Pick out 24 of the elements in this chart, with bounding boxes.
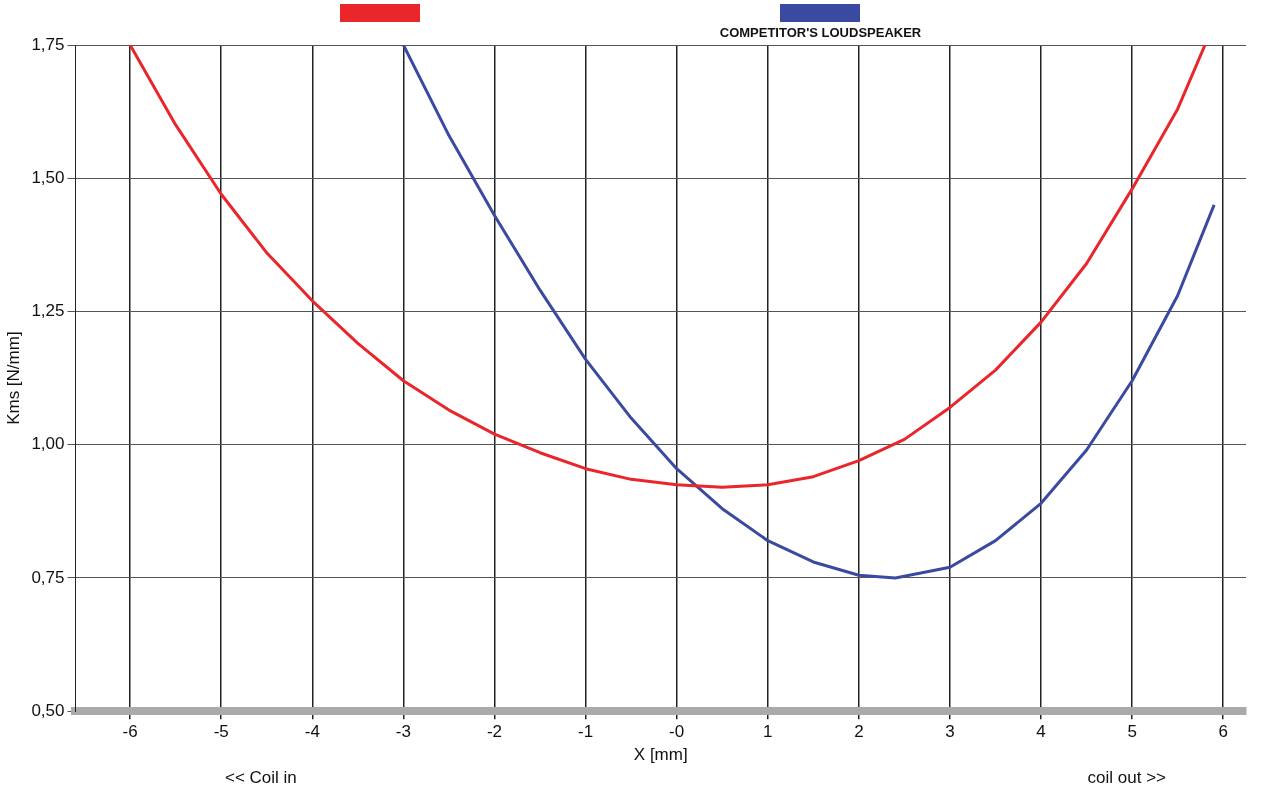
x-tick-label: 6 (1218, 722, 1228, 742)
text: COMPETITOR'S LOUDSPEAKER (719, 25, 922, 40)
text: << Coil in (225, 768, 297, 788)
x-tick-label: 1 (763, 722, 773, 742)
y-axis-title: Kms [N/mm] (3, 331, 23, 425)
y-tick-label: 0,50 (31, 700, 65, 720)
x-tick-label: 3 (945, 722, 955, 742)
x-tick-label: -2 (486, 722, 503, 742)
x-tick-label: -0 (669, 722, 685, 742)
y-tick-label: 1,25 (31, 301, 65, 321)
x-axis-title: X [mm] (633, 745, 688, 765)
y-tick-label: 0,75 (31, 567, 65, 587)
x-tick-label: -3 (395, 722, 411, 742)
text: coil out >> (1087, 768, 1166, 788)
x-tick-label: -4 (304, 722, 320, 742)
x-tick-label: -5 (213, 722, 229, 742)
y-tick-label: 1,75 (31, 34, 65, 54)
x-tick-label: -1 (578, 722, 594, 742)
x-tick-label: -6 (122, 722, 138, 742)
x-tick-label: 4 (1036, 722, 1046, 742)
y-tick-label: 1,00 (31, 434, 65, 454)
x-tick-label: 2 (854, 722, 864, 742)
y-tick-label: 1,50 (31, 167, 65, 187)
x-tick-label: 5 (1127, 722, 1137, 742)
